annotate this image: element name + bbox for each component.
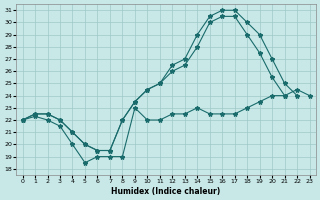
X-axis label: Humidex (Indice chaleur): Humidex (Indice chaleur) [111, 187, 221, 196]
